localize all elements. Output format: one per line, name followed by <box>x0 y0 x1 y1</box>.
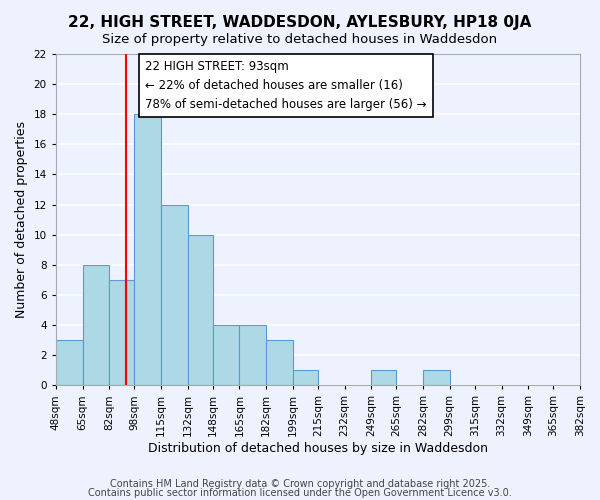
Bar <box>371 370 397 386</box>
Bar <box>188 234 213 386</box>
Bar <box>83 265 109 386</box>
Text: 22 HIGH STREET: 93sqm
← 22% of detached houses are smaller (16)
78% of semi-deta: 22 HIGH STREET: 93sqm ← 22% of detached … <box>145 60 427 111</box>
Text: Contains HM Land Registry data © Crown copyright and database right 2025.: Contains HM Land Registry data © Crown c… <box>110 479 490 489</box>
Bar <box>239 325 266 386</box>
Text: 22, HIGH STREET, WADDESDON, AYLESBURY, HP18 0JA: 22, HIGH STREET, WADDESDON, AYLESBURY, H… <box>68 15 532 30</box>
Bar <box>423 370 450 386</box>
Text: Size of property relative to detached houses in Waddesdon: Size of property relative to detached ho… <box>103 32 497 46</box>
X-axis label: Distribution of detached houses by size in Waddesdon: Distribution of detached houses by size … <box>148 442 488 455</box>
Bar <box>56 340 83 386</box>
Bar <box>109 280 134 386</box>
Text: Contains public sector information licensed under the Open Government Licence v3: Contains public sector information licen… <box>88 488 512 498</box>
Bar <box>213 325 239 386</box>
Bar <box>266 340 293 386</box>
Bar <box>161 204 188 386</box>
Bar <box>293 370 318 386</box>
Y-axis label: Number of detached properties: Number of detached properties <box>15 121 28 318</box>
Bar <box>134 114 161 386</box>
